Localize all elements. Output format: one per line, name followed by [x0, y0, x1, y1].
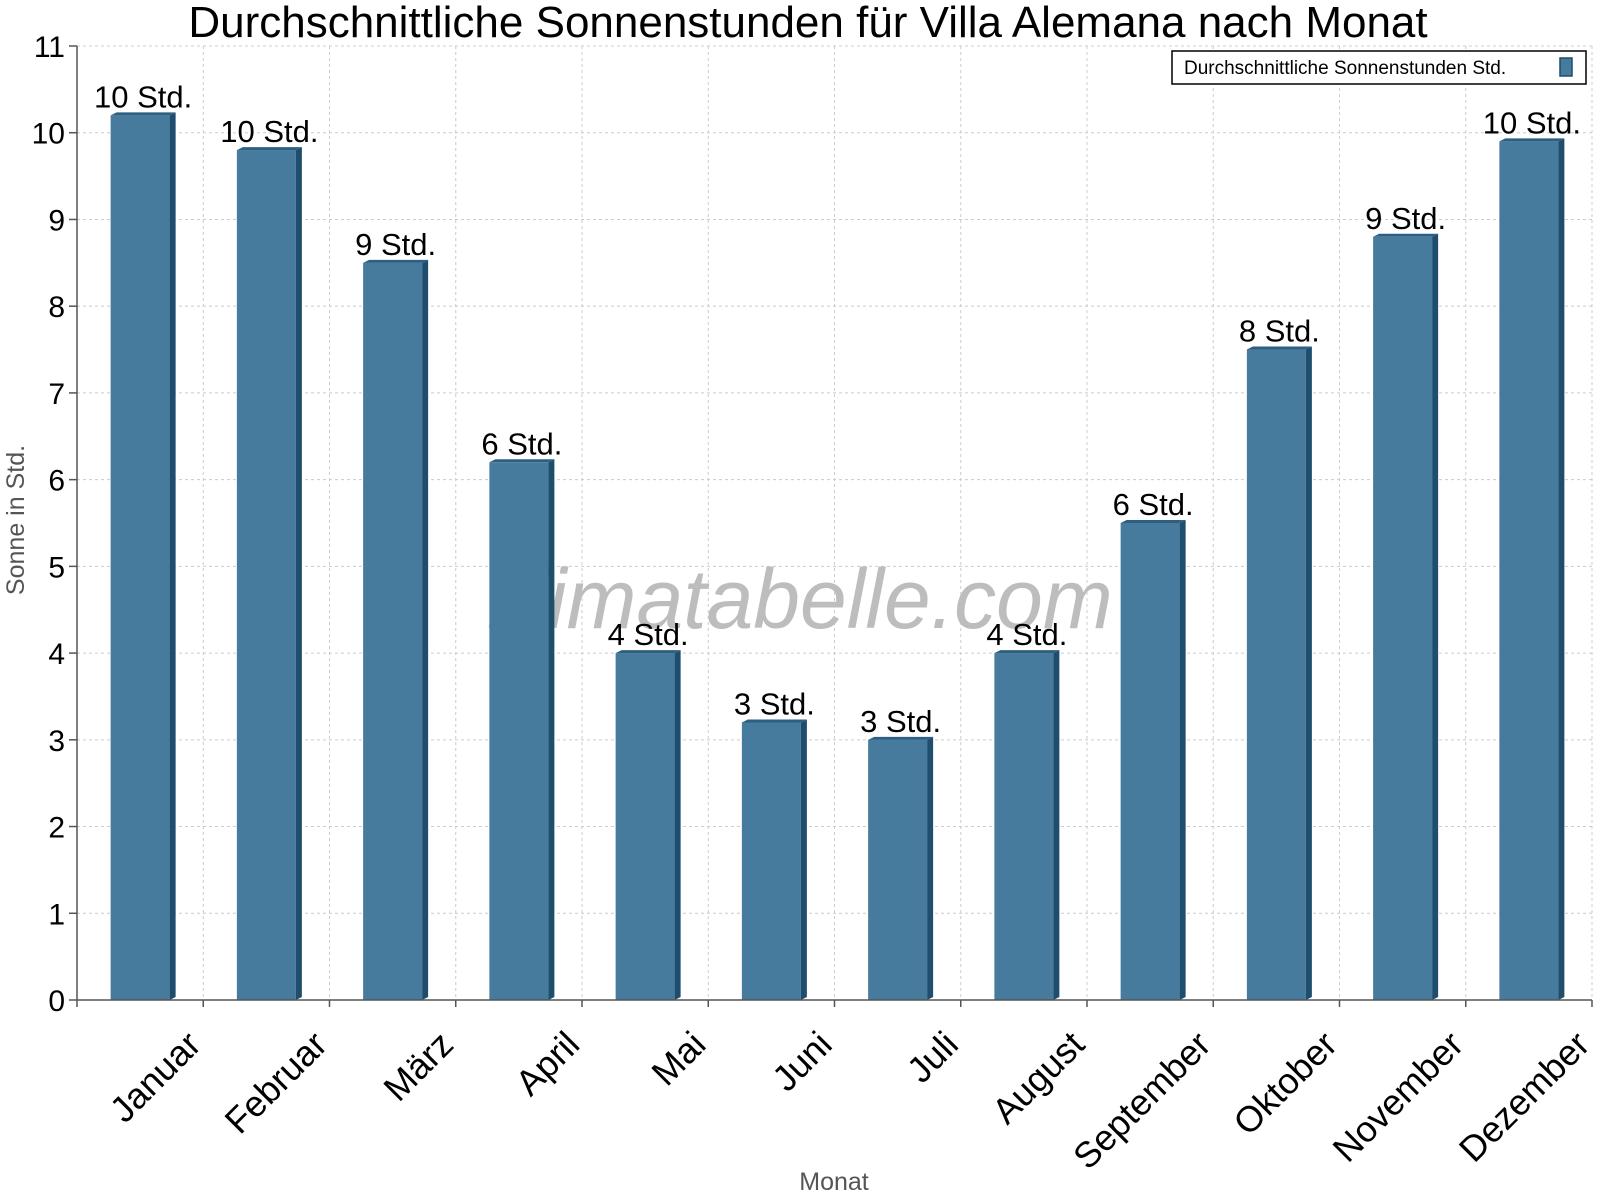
bar-side	[1305, 346, 1312, 1001]
y-tick-label: 7	[48, 378, 65, 411]
bar-top	[868, 736, 934, 740]
category-label: Juli	[899, 1023, 966, 1090]
category-label: November	[1325, 1023, 1471, 1169]
bar-side	[927, 736, 934, 1000]
y-tick-label: 6	[48, 465, 65, 498]
y-tick-label: 9	[48, 204, 65, 237]
bar	[741, 722, 801, 1000]
chart-title: Durchschnittliche Sonnenstunden für Vill…	[188, 0, 1427, 47]
data-label: 10 Std.	[220, 114, 318, 149]
bar-top	[236, 147, 302, 151]
category-label: März	[375, 1023, 461, 1109]
category-label: Januar	[102, 1023, 209, 1130]
axes	[69, 45, 1593, 1007]
bar	[868, 739, 928, 1000]
data-label: 3 Std.	[734, 686, 815, 721]
data-label: 6 Std.	[481, 426, 562, 461]
bar	[1246, 349, 1306, 1001]
bars	[110, 112, 1565, 1001]
data-label: 9 Std.	[355, 227, 436, 262]
bar-side	[1432, 233, 1439, 1001]
y-tick-label: 10	[32, 118, 65, 151]
y-tick-label: 11	[34, 31, 65, 64]
bar	[994, 653, 1054, 1000]
bar-side	[169, 112, 176, 1000]
y-axis-label: Sonne in Std.	[2, 445, 30, 595]
y-tick-label: 8	[48, 291, 65, 324]
bar-side	[295, 147, 302, 1000]
bar	[1120, 523, 1180, 1000]
category-label: Oktober	[1225, 1023, 1345, 1143]
data-label: 3 Std.	[860, 704, 941, 739]
data-label: 6 Std.	[1113, 487, 1194, 522]
legend-box	[1171, 50, 1587, 85]
category-label: Dezember	[1451, 1023, 1597, 1169]
data-label: 4 Std.	[986, 617, 1067, 652]
y-tick-label: 5	[48, 551, 65, 584]
data-label: 8 Std.	[1239, 314, 1320, 349]
legend-label: Durchschnittliche Sonnenstunden Std.	[1184, 58, 1506, 79]
bar-side	[800, 719, 807, 1000]
bar-top	[1373, 233, 1439, 237]
bar-top	[1120, 520, 1186, 523]
bar-side	[1053, 650, 1060, 1000]
legend-swatch	[1559, 57, 1573, 77]
bar-top	[994, 650, 1060, 654]
legend: Durchschnittliche Sonnenstunden Std.	[1171, 50, 1587, 85]
data-label: 4 Std.	[608, 617, 689, 652]
data-label: 10 Std.	[1483, 105, 1581, 140]
bar-side	[422, 259, 429, 1000]
category-label: Februar	[217, 1023, 335, 1141]
category-label: April	[507, 1023, 587, 1103]
category-label: September	[1065, 1023, 1219, 1177]
bar-side	[674, 650, 681, 1000]
bar	[236, 150, 296, 1000]
bar-top	[1246, 346, 1312, 350]
bar-top	[489, 459, 555, 463]
category-label: Juni	[764, 1023, 840, 1099]
bar-top	[741, 719, 807, 723]
y-tick-label: 0	[48, 985, 65, 1018]
bar-top	[615, 650, 681, 654]
grid-lines	[77, 45, 1593, 1000]
y-tick-label: 4	[48, 638, 65, 671]
watermark-text: klimatabelle.com	[487, 552, 1113, 646]
bar	[363, 262, 423, 1000]
bar-side	[1558, 138, 1565, 1000]
bar-side	[548, 459, 555, 1001]
y-tick-label: 2	[48, 812, 65, 845]
category-label: Mai	[643, 1023, 713, 1093]
bar	[615, 653, 675, 1000]
bar	[110, 115, 170, 1000]
data-label: 10 Std.	[94, 79, 192, 114]
bar	[1499, 141, 1559, 1000]
bar	[1373, 236, 1433, 1001]
bar-top	[110, 112, 176, 116]
category-label: August	[984, 1023, 1092, 1131]
bar	[489, 462, 549, 1001]
y-tick-label: 3	[48, 725, 65, 758]
bar-side	[1179, 520, 1186, 1000]
x-axis-label: Monat	[799, 1168, 869, 1196]
y-tick-label: 1	[48, 898, 65, 931]
bar-top	[363, 259, 429, 263]
bar-top	[1499, 138, 1565, 142]
data-label: 9 Std.	[1365, 201, 1446, 236]
watermark: klimatabelle.com	[487, 552, 1113, 646]
